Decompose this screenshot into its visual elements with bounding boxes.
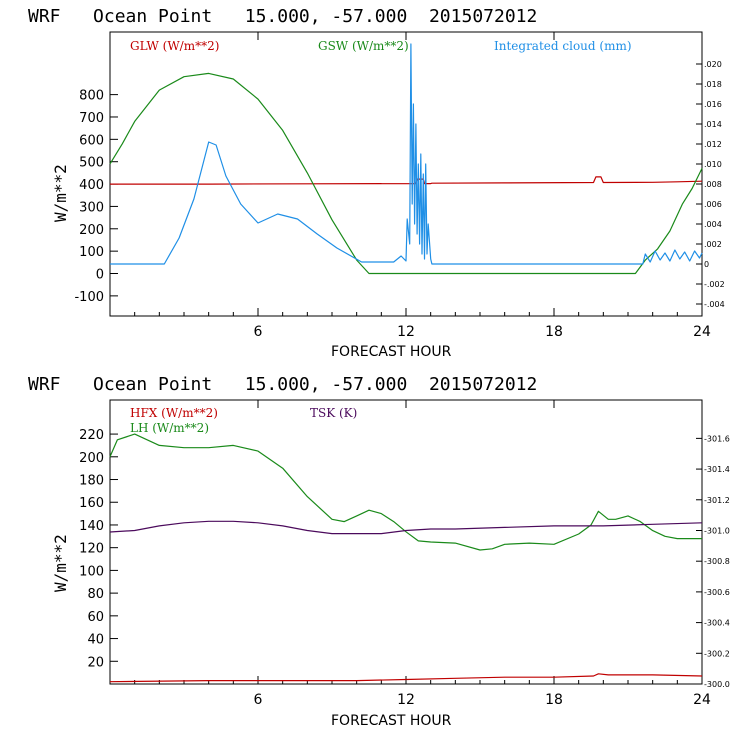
y-tick-label: 180 — [79, 474, 104, 489]
legend-integrated-cloud: Integrated cloud (mm) — [494, 39, 632, 53]
y-tick-label: 60 — [87, 610, 104, 625]
right-y-tick-label: .008 — [704, 180, 722, 189]
legend-gsw: GSW (W/m**2) — [318, 39, 409, 53]
right-y-tick-label: -300.8 — [704, 557, 730, 566]
series-line-glw — [110, 176, 703, 185]
legend-hfx: HFX (W/m**2) — [130, 406, 218, 420]
x-tick-label: 24 — [693, 324, 711, 340]
series-line-tsk — [109, 520, 703, 535]
right-y-tick-label: .014 — [704, 120, 722, 129]
right-y-tick-label: .020 — [704, 60, 722, 69]
right-y-tick-label: .010 — [704, 160, 722, 169]
right-y-tick-label: 0 — [704, 260, 709, 269]
y-tick-label: 220 — [79, 428, 104, 443]
series-line-hfx — [109, 673, 703, 683]
right-y-tick-label: .002 — [704, 240, 722, 249]
x-tick-label: 6 — [254, 324, 263, 340]
right-y-tick-label: -300.2 — [704, 649, 730, 658]
y-tick-label: 300 — [79, 200, 104, 215]
plot-frame — [109, 399, 703, 685]
y-tick-label: 600 — [79, 133, 104, 148]
y-tick-label: 100 — [79, 564, 104, 579]
series-line-integrated — [110, 43, 703, 265]
legend-lh: LH (W/m**2) — [130, 421, 209, 435]
right-y-tick-label: -.002 — [704, 280, 725, 289]
right-y-tick-label: -300.0 — [704, 680, 730, 689]
legend-tsk: TSK (K) — [310, 406, 357, 420]
right-y-tick-label: .018 — [704, 80, 722, 89]
right-y-tick-label: .006 — [704, 200, 722, 209]
y-tick-label: 120 — [79, 542, 104, 557]
y-tick-label: 40 — [87, 633, 104, 648]
x-tick-label: 18 — [545, 692, 563, 708]
right-y-tick-label: .016 — [704, 100, 722, 109]
y-tick-label: 800 — [79, 89, 104, 104]
right-y-tick-label: -301.2 — [704, 496, 730, 505]
chart-panel-bottom: WRF Ocean Point 15.000, -57.000 20150720… — [28, 374, 730, 729]
right-y-tick-label: -.004 — [704, 300, 725, 309]
y-tick-label: 160 — [79, 496, 104, 511]
y-tick-label: 200 — [79, 451, 104, 466]
y-tick-label: -100 — [74, 290, 104, 305]
x-tick-label: 12 — [397, 324, 415, 340]
right-y-tick-label: -301.4 — [704, 465, 730, 474]
y-tick-label: 500 — [79, 156, 104, 171]
right-y-tick-label: -301.6 — [704, 434, 730, 443]
series-line-lh — [109, 433, 702, 551]
y-tick-label: 0 — [96, 268, 104, 283]
x-axis-label-top: FORECAST HOUR — [331, 344, 452, 360]
right-y-tick-label: .012 — [704, 140, 722, 149]
x-axis-label-bottom: FORECAST HOUR — [331, 713, 452, 729]
series-line-gsw — [109, 72, 703, 275]
y-tick-label: 20 — [87, 655, 104, 670]
y-axis-label-top: W/m**2 — [51, 164, 70, 222]
x-tick-label: 18 — [545, 324, 563, 340]
y-tick-label: 100 — [79, 245, 104, 260]
y-tick-label: 200 — [79, 223, 104, 238]
y-tick-label: 140 — [79, 519, 104, 534]
y-axis-label-bottom: W/m**2 — [51, 534, 70, 592]
x-tick-label: 24 — [693, 692, 711, 708]
x-tick-label: 6 — [254, 692, 263, 708]
right-y-tick-label: .004 — [704, 220, 722, 229]
chart-panel-top: WRF Ocean Point 15.000, -57.000 20150720… — [28, 6, 725, 360]
x-tick-label: 12 — [397, 692, 415, 708]
legend-glw: GLW (W/m**2) — [130, 39, 219, 53]
right-y-tick-label: -300.4 — [704, 619, 730, 628]
chart-title-bottom: WRF Ocean Point 15.000, -57.000 20150720… — [28, 374, 537, 395]
right-y-tick-label: -301.0 — [704, 526, 730, 535]
y-tick-label: 400 — [79, 178, 104, 193]
chart-title-top: WRF Ocean Point 15.000, -57.000 20150720… — [28, 6, 537, 27]
y-tick-label: 80 — [87, 587, 104, 602]
right-y-tick-label: -300.6 — [704, 588, 730, 597]
y-tick-label: 700 — [79, 111, 104, 126]
